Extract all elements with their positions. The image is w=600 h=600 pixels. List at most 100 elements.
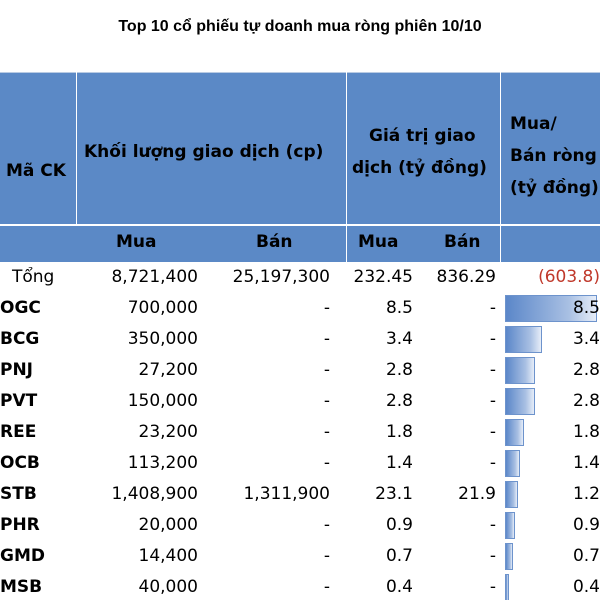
sell-value: - (489, 577, 496, 597)
sell-value: - (489, 329, 496, 349)
header-net-line2: Bán ròng (510, 146, 597, 166)
table-row: STB 1,408,900 1,311,900 23.1 21.9 1.2 (0, 479, 600, 510)
net-bar-cell (505, 481, 600, 508)
header-sell-value: Bán (444, 232, 481, 252)
net-bar (505, 543, 513, 570)
buy-value: 0.7 (385, 546, 413, 566)
sell-value: - (489, 298, 496, 318)
header-sell-volume: Bán (256, 232, 293, 252)
sell-volume: - (323, 577, 330, 597)
net-bar-cell (505, 295, 600, 322)
subheader-row (0, 226, 600, 262)
sell-volume: 1,311,900 (243, 484, 330, 504)
net-bar (505, 295, 597, 322)
net-bar (505, 574, 510, 600)
sell-value: - (489, 546, 496, 566)
net-value: 2.8 (572, 391, 600, 411)
buy-volume: 23,200 (138, 422, 198, 442)
ticker-code: OGC (0, 298, 41, 318)
table-row: MSB 40,000 - 0.4 - 0.4 (0, 572, 600, 600)
ticker-code: GMD (0, 546, 45, 566)
header-value-line2: dịch (tỷ đồng) (352, 158, 487, 178)
total-buy-volume: 8,721,400 (111, 267, 198, 287)
sell-value: - (489, 422, 496, 442)
ticker-code: MSB (0, 577, 43, 597)
buy-value: 3.4 (385, 329, 413, 349)
table-row: GMD 14,400 - 0.7 - 0.7 (0, 541, 600, 572)
sell-volume: - (323, 546, 330, 566)
sell-volume: - (323, 515, 330, 535)
sell-volume: - (323, 360, 330, 380)
total-label: Tổng (12, 267, 55, 287)
header-divider (0, 224, 600, 226)
table-row: OGC 700,000 - 8.5 - 8.5 (0, 293, 600, 324)
header-value-line1: Giá trị giao (369, 126, 476, 146)
sell-value: 21.9 (458, 484, 496, 504)
total-buy-value: 232.45 (353, 267, 413, 287)
sell-volume: - (323, 453, 330, 473)
sell-value: - (489, 391, 496, 411)
net-value: 2.8 (572, 360, 600, 380)
header-code: Mã CK (6, 161, 66, 181)
header-buy-value: Mua (358, 232, 399, 252)
ticker-code: PNJ (0, 360, 34, 380)
buy-value: 8.5 (385, 298, 413, 318)
header-buy-volume: Mua (116, 232, 157, 252)
net-value: 3.4 (572, 329, 600, 349)
net-value: 0.9 (572, 515, 600, 535)
table-row: BCG 350,000 - 3.4 - 3.4 (0, 324, 600, 355)
net-bar-cell (505, 419, 600, 446)
total-net: (603.8) (538, 267, 600, 287)
table-row: OCB 113,200 - 1.4 - 1.4 (0, 448, 600, 479)
net-bar-cell (505, 450, 600, 477)
buy-value: 2.8 (385, 391, 413, 411)
buy-volume: 1,408,900 (111, 484, 198, 504)
net-bar (505, 481, 518, 508)
ticker-code: REE (0, 422, 37, 442)
net-value: 0.7 (572, 546, 600, 566)
buy-value: 2.8 (385, 360, 413, 380)
buy-volume: 20,000 (138, 515, 198, 535)
table-row: REE 23,200 - 1.8 - 1.8 (0, 417, 600, 448)
ticker-code: STB (0, 484, 37, 504)
sell-value: - (489, 515, 496, 535)
net-value: 0.4 (572, 577, 600, 597)
buy-value: 0.4 (385, 577, 413, 597)
sell-value: - (489, 360, 496, 380)
sell-volume: - (323, 329, 330, 349)
net-value: 8.5 (572, 298, 600, 318)
table-row: PVT 150,000 - 2.8 - 2.8 (0, 386, 600, 417)
table-row: PNJ 27,200 - 2.8 - 2.8 (0, 355, 600, 386)
ticker-code: OCB (0, 453, 40, 473)
net-bar (505, 450, 521, 477)
total-sell-value: 836.29 (436, 267, 496, 287)
net-bar-cell (505, 388, 600, 415)
ticker-code: PVT (0, 391, 38, 411)
total-sell-volume: 25,197,300 (232, 267, 330, 287)
buy-value: 0.9 (385, 515, 413, 535)
sell-value: - (489, 453, 496, 473)
net-bar-cell (505, 357, 600, 384)
net-value: 1.2 (572, 484, 600, 504)
table-row: PHR 20,000 - 0.9 - 0.9 (0, 510, 600, 541)
buy-volume: 113,200 (127, 453, 198, 473)
buy-value: 1.4 (385, 453, 413, 473)
total-row: Tổng 8,721,400 25,197,300 232.45 836.29 … (0, 262, 600, 293)
header-volume: Khối lượng giao dịch (cp) (84, 142, 324, 162)
net-bar (505, 512, 515, 539)
buy-volume: 700,000 (127, 298, 198, 318)
net-bar (505, 419, 525, 446)
buy-volume: 40,000 (138, 577, 198, 597)
sell-volume: - (323, 298, 330, 318)
column-divider (346, 72, 347, 262)
net-bar (505, 388, 536, 415)
net-bar (505, 357, 536, 384)
buy-volume: 350,000 (127, 329, 198, 349)
sell-volume: - (323, 422, 330, 442)
net-bar-cell (505, 512, 600, 539)
buy-volume: 150,000 (127, 391, 198, 411)
net-bar-cell (505, 543, 600, 570)
buy-value: 1.8 (385, 422, 413, 442)
net-value: 1.4 (572, 453, 600, 473)
net-value: 1.8 (572, 422, 600, 442)
